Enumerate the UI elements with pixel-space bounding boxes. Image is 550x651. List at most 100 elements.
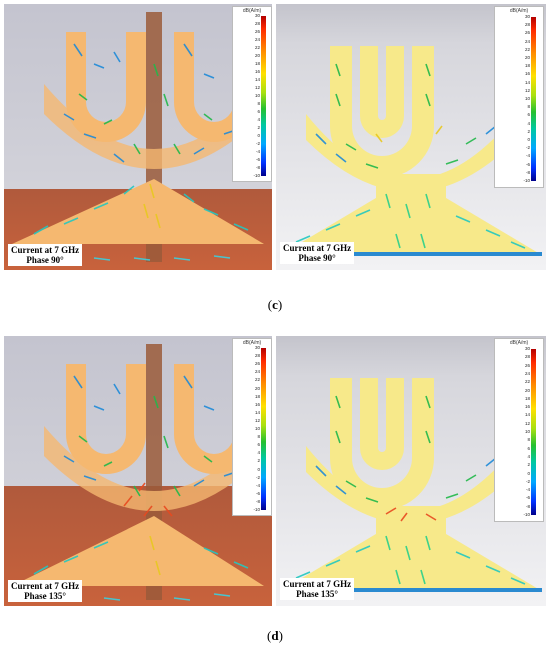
colorbar-tick-label: 30: [254, 345, 260, 350]
colorbar-tick-label: -6: [255, 490, 260, 496]
colorbar-tick-label: -10: [523, 512, 530, 517]
colorbar-tick-label: 22: [254, 377, 260, 383]
colorbar-tick-label: 22: [524, 46, 530, 52]
colorbar-tick-label: -10: [253, 507, 260, 512]
colorbar-tick-label: -4: [525, 487, 530, 493]
colorbar-tick-label: 2: [527, 462, 530, 468]
colorbar-tick-label: 18: [254, 393, 260, 399]
colorbar-tick-label: 30: [524, 14, 530, 19]
colorbar-tick-label: 8: [527, 104, 530, 110]
colorbar-tick-label: 24: [524, 38, 530, 44]
panel-caption: Current at 7 GHz Phase 135°: [8, 580, 83, 602]
colorbar-gradient: [261, 348, 266, 510]
colorbar-tick-label: 12: [254, 85, 260, 90]
panel-d-right: dB(A/m) 30 28 26 24 22 20 18 16 14 12 10 8 6 4 2 0 -2 -4-…: [276, 336, 546, 606]
colorbar-tick-label: 14: [254, 77, 260, 82]
colorbar-tick-label: 24: [254, 369, 260, 375]
colorbar-tick-label: -6: [525, 495, 530, 501]
colorbar-tick-label: 8: [257, 101, 260, 106]
colorbar-tick-label: 4: [257, 117, 260, 122]
current-distribution-front-view: [276, 4, 546, 270]
colorbar-tick-label: 4: [257, 450, 260, 456]
colorbar-tick-label: 20: [254, 385, 260, 391]
colorbar-tick-label: 30: [254, 13, 260, 18]
colorbar-tick-label: 2: [527, 128, 530, 134]
colorbar-tick-label: -8: [525, 503, 530, 509]
colorbar-tick-label: 28: [254, 21, 260, 26]
colorbar-tick-label: 28: [254, 353, 260, 359]
colorbar-gradient: [261, 16, 266, 176]
panel-c-left: dB(A/m) 30 28 26 24 22 20 18 16 14 12 10 8 6 4 2 0 -2 -4-…: [4, 4, 272, 270]
colorbar-tick-label: -4: [255, 149, 260, 154]
colorbar-tick-label: -4: [525, 153, 530, 159]
colorbar-tick-label: 18: [524, 395, 530, 401]
colorbar-tick-label: 0: [527, 470, 530, 476]
colorbar-tick-label: 16: [524, 71, 530, 77]
colorbar: dB(A/m) 30 28 26 24 22 20 18 16 14 12 10 8 6 4 2 0 -2 -4-…: [494, 6, 544, 188]
colorbar-tick-label: 16: [524, 404, 530, 410]
colorbar-tick-label: 8: [257, 434, 260, 440]
colorbar-tick-label: 8: [527, 437, 530, 443]
colorbar-tick-label: 26: [524, 362, 530, 368]
colorbar-tick-label: 20: [254, 53, 260, 58]
colorbar-tick-label: 12: [524, 87, 530, 93]
colorbar-tick-label: 14: [524, 412, 530, 418]
panel-c-right: dB(A/m) 30 28 26 24 22 20 18 16 14 12 10 8 6 4 2 0 -2 -4-…: [276, 4, 546, 270]
colorbar-tick-label: -2: [255, 474, 260, 480]
colorbar-tick-label: 6: [257, 109, 260, 114]
colorbar-tick-label: -2: [525, 478, 530, 484]
colorbar-tick-label: 26: [254, 361, 260, 367]
colorbar: dB(A/m) 30 28 26 24 22 20 18 16 14 12 10 8 6 4 2 0 -2 -4-…: [232, 338, 272, 516]
panel-caption: Current at 7 GHz Phase 90°: [280, 242, 355, 264]
colorbar-unit: dB(A/m): [242, 340, 262, 346]
colorbar-tick-label: 10: [524, 429, 530, 434]
colorbar-tick-label: 2: [257, 458, 260, 464]
colorbar-tick-label: 28: [524, 354, 530, 360]
colorbar-tick-label: 20: [524, 55, 530, 60]
colorbar-gradient: [531, 349, 536, 515]
colorbar-tick-label: 22: [254, 45, 260, 50]
colorbar-tick-label: -4: [255, 482, 260, 488]
colorbar-tick-label: -10: [523, 178, 530, 183]
colorbar-tick-label: -2: [255, 141, 260, 146]
colorbar-tick-label: 18: [254, 61, 260, 66]
colorbar-tick-label: 14: [524, 79, 530, 85]
colorbar-tick-label: 4: [527, 120, 530, 126]
colorbar-unit: dB(A/m): [242, 8, 262, 14]
colorbar-tick-label: -10: [253, 173, 260, 178]
colorbar-tick-label: 22: [524, 379, 530, 385]
colorbar-unit: dB(A/m): [509, 8, 529, 14]
colorbar-tick-label: 10: [524, 96, 530, 101]
colorbar-tick-label: 2: [257, 125, 260, 130]
colorbar-tick-label: 0: [527, 137, 530, 142]
colorbar-tick-label: 12: [254, 417, 260, 423]
panel-d-left: dB(A/m) 30 28 26 24 22 20 18 16 14 12 10 8 6 4 2 0 -2 -4-…: [4, 336, 272, 606]
colorbar-tick-label: 16: [254, 69, 260, 74]
colorbar-tick-label: 10: [254, 426, 260, 431]
colorbar-tick-label: 20: [524, 387, 530, 393]
colorbar-tick-label: 12: [524, 420, 530, 426]
colorbar-tick-label: 0: [257, 466, 260, 472]
colorbar-tick-label: 24: [254, 37, 260, 42]
colorbar-tick-label: 6: [257, 442, 260, 448]
colorbar-tick-label: -6: [525, 161, 530, 167]
colorbar-tick-label: 18: [524, 63, 530, 69]
colorbar-tick-label: 24: [524, 370, 530, 376]
colorbar-tick-label: -6: [255, 157, 260, 162]
figure-label-c: (c): [267, 297, 283, 312]
colorbar-tick-label: 4: [527, 453, 530, 459]
colorbar-tick-label: 16: [254, 401, 260, 407]
figure-label-d: (d): [267, 628, 283, 643]
colorbar: dB(A/m) 30 28 26 24 22 20 18 16 14 12 10 8 6 4 2 0 -2 -4-…: [494, 338, 544, 522]
colorbar-tick-label: 10: [254, 93, 260, 98]
colorbar-tick-label: -8: [255, 498, 260, 504]
colorbar-tick-label: -8: [255, 165, 260, 170]
colorbar-tick-label: 0: [257, 133, 260, 138]
colorbar-tick-label: -2: [525, 145, 530, 151]
colorbar-tick-label: 28: [524, 22, 530, 28]
colorbar-tick-label: 14: [254, 409, 260, 415]
colorbar-tick-label: 6: [527, 445, 530, 451]
colorbar-unit: dB(A/m): [509, 340, 529, 346]
colorbar-gradient: [531, 17, 536, 181]
colorbar-tick-label: 26: [254, 29, 260, 34]
